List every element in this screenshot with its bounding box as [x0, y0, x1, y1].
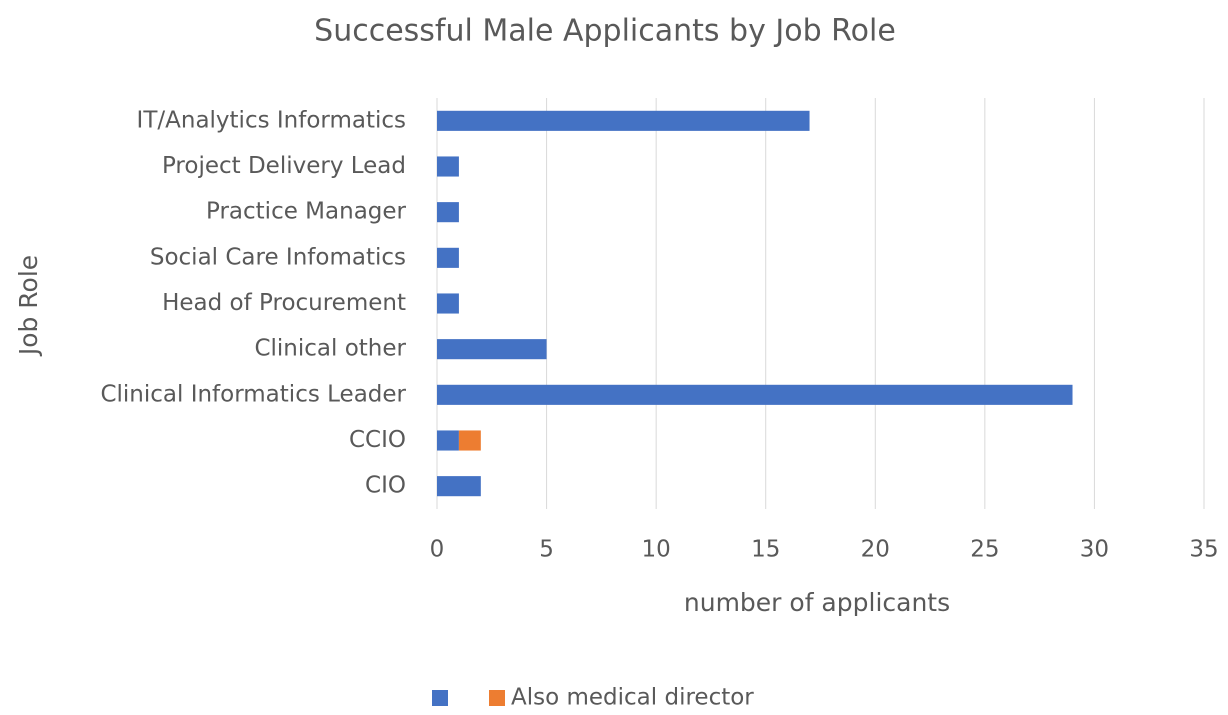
- legend-label: Also medical director: [511, 685, 754, 711]
- y-tick-label: CIO: [365, 473, 406, 499]
- bar: [437, 156, 459, 177]
- bar: [437, 202, 459, 223]
- y-tick-label: Project Delivery Lead: [162, 153, 406, 179]
- y-tick-label: Social Care Infomatics: [150, 244, 406, 270]
- x-tick-label: 20: [861, 537, 890, 563]
- y-tick-label: CCIO: [349, 427, 406, 453]
- bar: [437, 476, 481, 497]
- x-tick-label: 35: [1189, 537, 1218, 563]
- y-tick-label: Clinical Informatics Leader: [100, 381, 406, 407]
- bar: [437, 247, 459, 268]
- bar: [437, 110, 810, 131]
- y-axis-title: Job Role: [14, 255, 43, 357]
- bar: [458, 430, 481, 451]
- x-tick-label: 5: [539, 537, 554, 563]
- legend-swatch: [489, 690, 505, 706]
- x-tick-label: 10: [642, 537, 671, 563]
- y-tick-label: Head of Procurement: [162, 290, 406, 316]
- y-tick-label: IT/Analytics Informatics: [137, 107, 406, 133]
- chart-title: Successful Male Applicants by Job Role: [314, 14, 896, 49]
- x-tick-label: 0: [430, 537, 445, 563]
- bar: [437, 339, 547, 360]
- x-tick-label: 15: [751, 537, 780, 563]
- bar: [437, 384, 1073, 405]
- y-tick-label: Practice Manager: [206, 199, 407, 225]
- x-axis-title: number of applicants: [684, 588, 950, 617]
- x-tick-label: 25: [970, 537, 999, 563]
- y-tick-label: Clinical other: [254, 336, 406, 362]
- x-tick-label: 30: [1080, 537, 1109, 563]
- bar: [437, 293, 459, 314]
- bar: [437, 430, 459, 451]
- legend-swatch: [432, 690, 448, 706]
